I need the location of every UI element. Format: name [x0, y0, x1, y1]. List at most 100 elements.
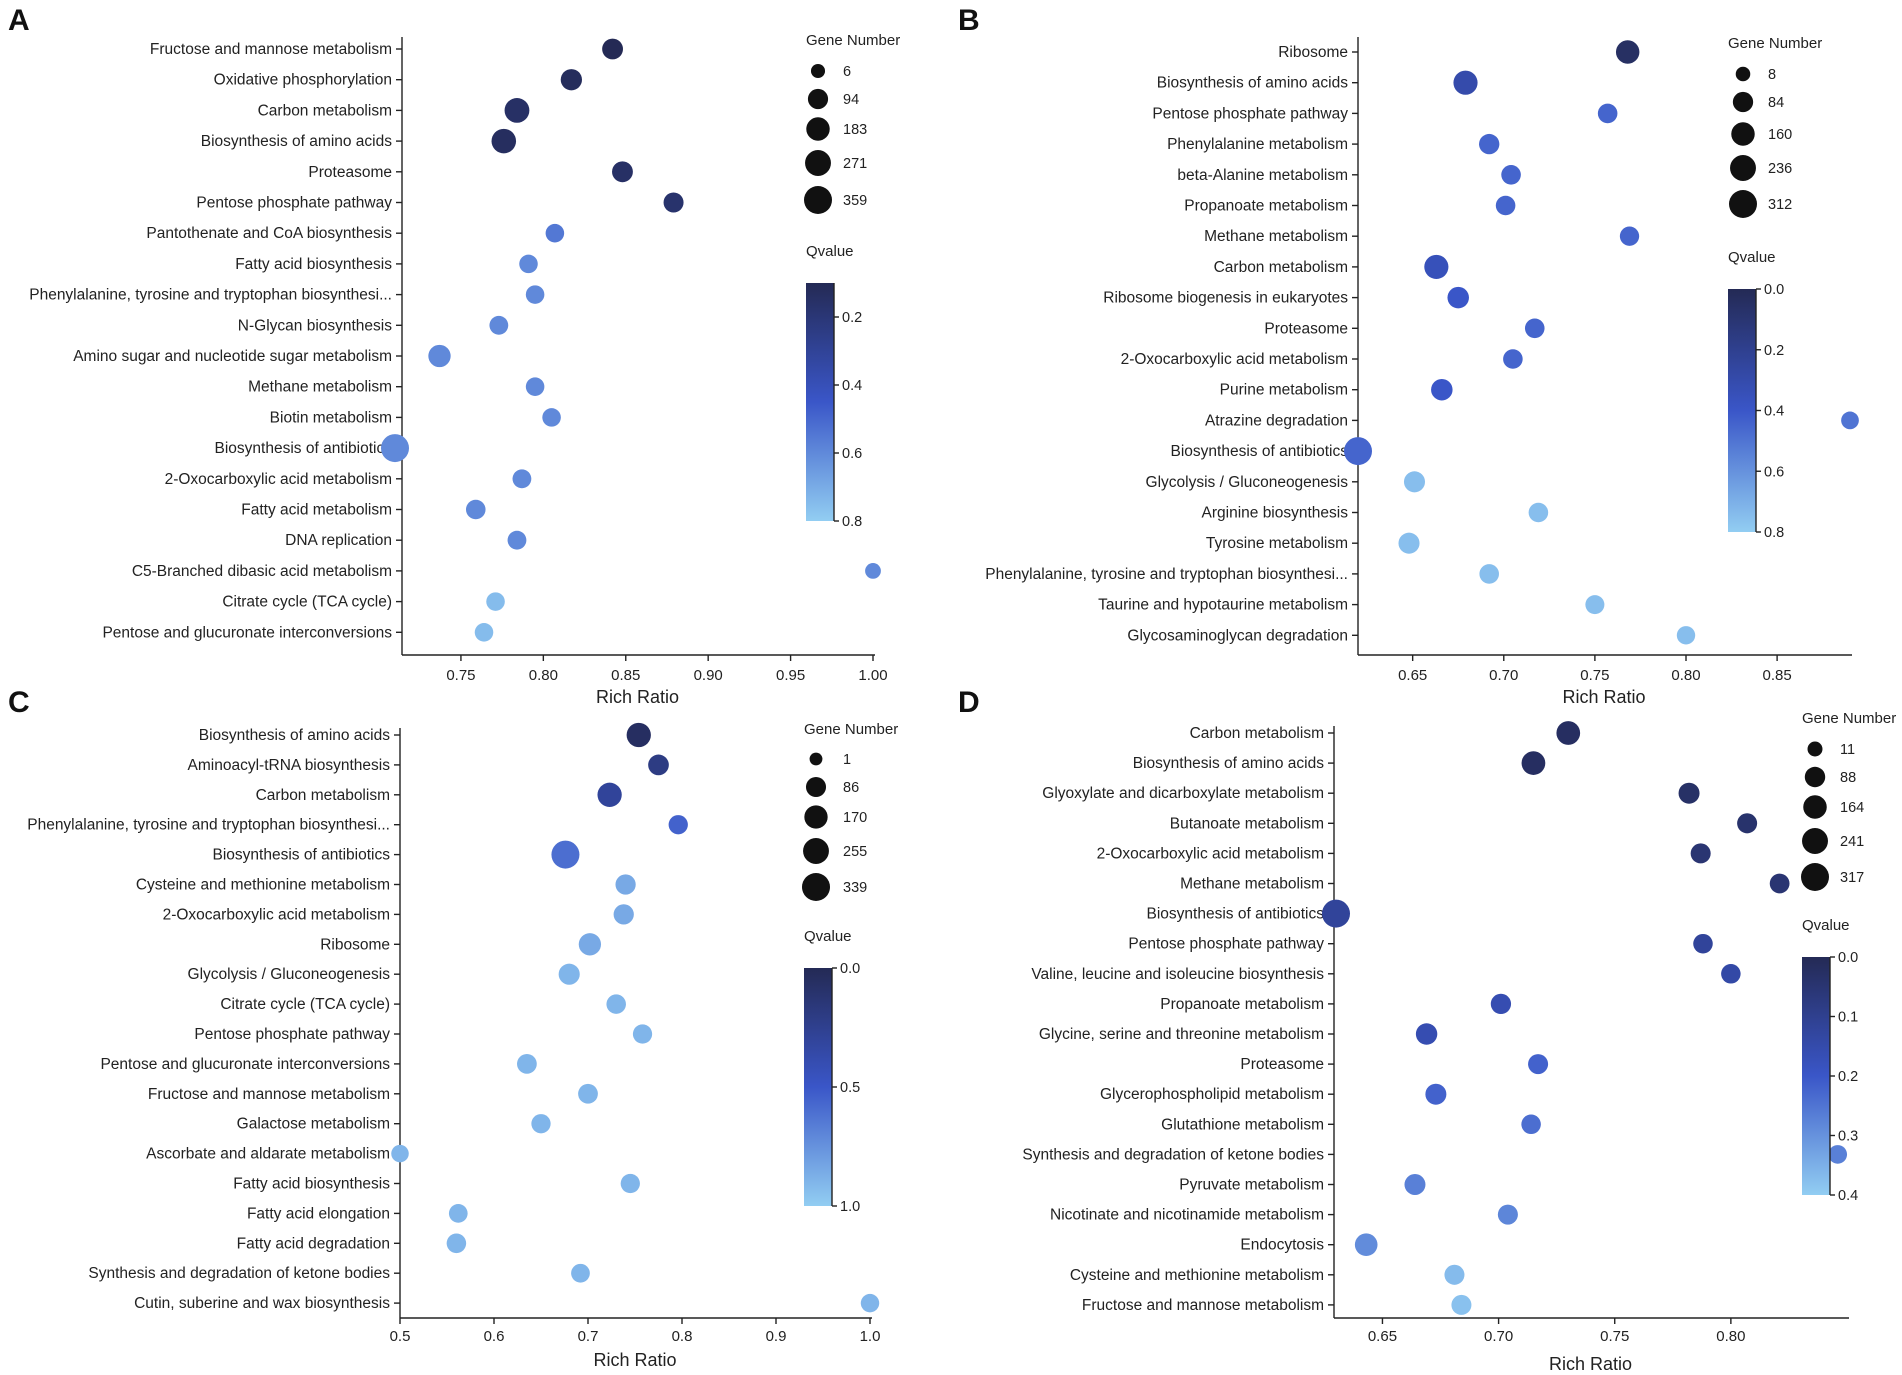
- data-point[interactable]: [448, 1204, 468, 1223]
- x-tick-label: 1.00: [858, 667, 887, 684]
- data-point[interactable]: [1678, 782, 1700, 804]
- data-point[interactable]: [1453, 70, 1478, 95]
- data-point[interactable]: [578, 1083, 598, 1104]
- data-point[interactable]: [1585, 595, 1605, 615]
- data-point[interactable]: [620, 1173, 640, 1194]
- category-label: Glycolysis / Gluconeogenesis: [188, 966, 391, 983]
- data-point[interactable]: [446, 1233, 467, 1254]
- data-point[interactable]: [602, 38, 624, 60]
- data-point[interactable]: [606, 994, 626, 1014]
- category-label: Methane metabolism: [248, 379, 392, 396]
- data-point[interactable]: [560, 69, 582, 91]
- data-point[interactable]: [542, 408, 561, 427]
- data-point[interactable]: [525, 377, 545, 396]
- data-point[interactable]: [558, 963, 580, 985]
- data-point[interactable]: [578, 933, 602, 956]
- data-point[interactable]: [597, 782, 622, 807]
- data-point[interactable]: [465, 499, 486, 520]
- data-point[interactable]: [545, 223, 565, 243]
- data-point[interactable]: [551, 840, 580, 869]
- data-point[interactable]: [1524, 318, 1545, 339]
- category-label: Purine metabolism: [1220, 382, 1348, 399]
- data-point[interactable]: [1425, 1083, 1447, 1105]
- data-point[interactable]: [615, 874, 636, 895]
- data-point[interactable]: [860, 1293, 880, 1313]
- data-point[interactable]: [1769, 873, 1790, 894]
- data-point[interactable]: [1501, 165, 1521, 185]
- data-point[interactable]: [1521, 751, 1546, 775]
- data-point[interactable]: [531, 1114, 551, 1134]
- data-point[interactable]: [1841, 411, 1859, 430]
- data-point[interactable]: [1828, 1145, 1848, 1164]
- data-point[interactable]: [1737, 813, 1758, 834]
- data-point[interactable]: [1479, 564, 1499, 584]
- data-point[interactable]: [612, 161, 633, 183]
- data-point[interactable]: [1403, 471, 1426, 493]
- category-label: Pentose phosphate pathway: [1128, 936, 1324, 953]
- data-point[interactable]: [1490, 993, 1512, 1015]
- data-point[interactable]: [1424, 254, 1449, 279]
- data-point[interactable]: [512, 469, 532, 489]
- data-point[interactable]: [1431, 378, 1453, 401]
- category-label: Biosynthesis of amino acids: [199, 727, 391, 744]
- data-point[interactable]: [1597, 103, 1618, 124]
- data-point[interactable]: [571, 1263, 590, 1283]
- data-point[interactable]: [1528, 502, 1549, 523]
- data-point[interactable]: [1447, 286, 1469, 309]
- data-point[interactable]: [1322, 899, 1350, 928]
- data-point[interactable]: [1619, 226, 1640, 246]
- data-point[interactable]: [1497, 1204, 1518, 1225]
- data-point[interactable]: [1479, 133, 1500, 155]
- data-point[interactable]: [1415, 1023, 1438, 1045]
- category-label: Cysteine and methionine metabolism: [1070, 1267, 1324, 1284]
- data-point[interactable]: [491, 128, 517, 154]
- data-point[interactable]: [626, 722, 651, 748]
- data-point[interactable]: [1451, 1294, 1472, 1315]
- data-point[interactable]: [1556, 721, 1581, 745]
- data-point[interactable]: [1404, 1174, 1426, 1195]
- data-point[interactable]: [391, 1144, 409, 1163]
- data-point[interactable]: [1344, 437, 1372, 466]
- x-tick-label: 0.90: [694, 667, 723, 684]
- x-axis-title: Rich Ratio: [596, 687, 679, 707]
- data-point[interactable]: [632, 1024, 653, 1044]
- size-legend-label: 241: [1840, 834, 1864, 850]
- data-point[interactable]: [489, 315, 509, 335]
- category-label: Taurine and hypotaurine metabolism: [1098, 597, 1348, 614]
- data-point[interactable]: [1676, 626, 1696, 645]
- data-point[interactable]: [1690, 843, 1711, 864]
- data-point[interactable]: [1354, 1233, 1378, 1257]
- data-point[interactable]: [1398, 532, 1420, 554]
- data-point[interactable]: [613, 904, 634, 925]
- data-point[interactable]: [519, 254, 538, 274]
- size-legend-label: 359: [843, 193, 867, 209]
- data-point[interactable]: [865, 563, 881, 579]
- size-legend-marker: [1803, 795, 1827, 819]
- data-point[interactable]: [668, 815, 688, 835]
- data-point[interactable]: [1444, 1264, 1465, 1285]
- data-point[interactable]: [1495, 195, 1516, 216]
- data-point[interactable]: [486, 592, 505, 611]
- data-point[interactable]: [663, 192, 684, 213]
- category-label: Glycine, serine and threonine metabolism: [1039, 1026, 1324, 1043]
- category-label: Biosynthesis of amino acids: [201, 133, 393, 150]
- data-point[interactable]: [1528, 1054, 1549, 1075]
- size-legend-marker: [1732, 91, 1754, 113]
- data-point[interactable]: [474, 623, 494, 642]
- data-point[interactable]: [428, 344, 451, 368]
- size-legend-marker: [809, 752, 823, 766]
- data-point[interactable]: [504, 97, 530, 123]
- data-point[interactable]: [1521, 1114, 1541, 1135]
- data-point[interactable]: [1615, 40, 1640, 64]
- size-legend-marker: [1807, 741, 1823, 757]
- data-point[interactable]: [1721, 964, 1741, 984]
- data-point[interactable]: [525, 285, 545, 304]
- data-point[interactable]: [648, 754, 669, 776]
- data-point[interactable]: [381, 434, 409, 463]
- data-point[interactable]: [1503, 349, 1523, 369]
- data-point[interactable]: [507, 530, 527, 550]
- data-point[interactable]: [1693, 933, 1713, 954]
- data-point[interactable]: [517, 1054, 537, 1074]
- panel-c: C 0.5 0.6 0.7 0.8 0.9 1.0 Rich Ratio Biosynthesi…: [8, 686, 898, 1370]
- size-legend-label: 164: [1840, 800, 1864, 816]
